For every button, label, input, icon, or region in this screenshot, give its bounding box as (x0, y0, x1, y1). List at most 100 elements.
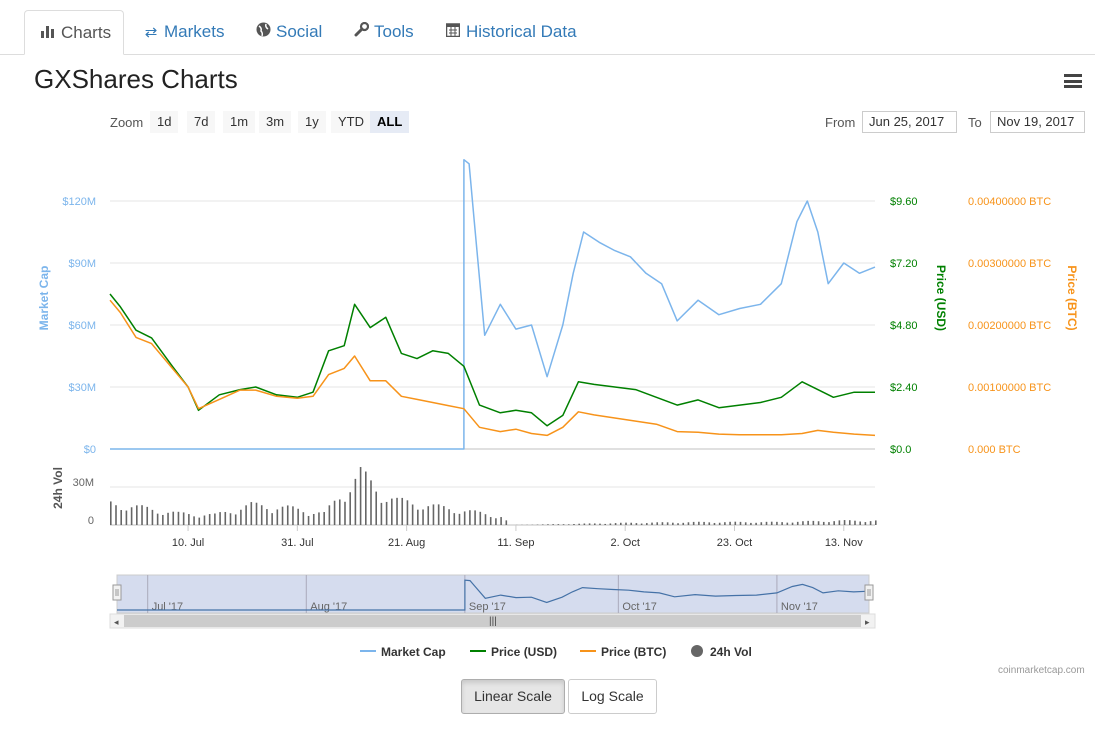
volume-bar (635, 523, 638, 525)
legend-item-label: Price (BTC) (601, 645, 666, 659)
volume-bar (474, 510, 476, 525)
volume-bar (401, 497, 404, 525)
volume-bar (573, 524, 575, 525)
tab-bar: Charts ⇄ Markets Social Tools Historical … (0, 0, 1095, 55)
volume-bar (661, 522, 664, 525)
x-tick-label: 13. Nov (825, 537, 863, 549)
y-axis-title: Price (BTC) (1065, 265, 1079, 330)
y-tick-label: $7.20 (890, 258, 918, 270)
volume-bar (677, 523, 679, 525)
y-axis-title: Price (USD) (934, 265, 948, 331)
volume-bar (552, 524, 554, 525)
volume-bar (162, 514, 164, 525)
x-tick-label: 23. Oct (717, 537, 752, 549)
wrench-icon (352, 11, 370, 55)
volume-bar (656, 522, 659, 525)
zoom-1m-button[interactable]: 1m (223, 111, 256, 133)
range-from-label: From (825, 115, 856, 130)
volume-bar (349, 492, 351, 525)
volume-bar (443, 506, 445, 525)
tab-tools[interactable]: Tools (338, 10, 428, 53)
zoom-1y-button[interactable]: 1y (298, 111, 326, 133)
volume-bar (385, 501, 388, 525)
volume-bar (281, 506, 284, 525)
volume-bar (156, 513, 159, 525)
bar-chart-icon (39, 12, 57, 56)
y-tick-label: $0.0 (890, 444, 911, 456)
volume-bar (547, 524, 549, 525)
volume-bar (812, 520, 815, 525)
hamburger-menu-icon[interactable] (1064, 74, 1082, 88)
zoom-ytd-button[interactable]: YTD (331, 111, 371, 133)
volume-bar (567, 524, 570, 525)
volume-bar (869, 521, 872, 525)
volume-bar (614, 523, 617, 525)
volume-bar (344, 501, 346, 525)
y-tick-label: $120M (62, 196, 96, 208)
legend-item-label: Price (USD) (491, 645, 557, 659)
volume-bar (802, 521, 804, 525)
volume-bar (765, 521, 768, 525)
volume-bar (359, 467, 362, 525)
volume-bar (828, 522, 830, 525)
volume-bar (437, 504, 440, 525)
tab-label: Historical Data (466, 22, 577, 41)
volume-bar (354, 478, 357, 525)
volume-bar (422, 509, 424, 525)
volume-bar (578, 523, 580, 525)
volume-bar (588, 523, 591, 525)
tab-markets[interactable]: ⇄ Markets (128, 10, 238, 53)
linear-scale-button[interactable]: Linear Scale (461, 679, 565, 714)
zoom-7d-button[interactable]: 7d (187, 111, 216, 133)
x-tick-label: 31. Jul (281, 537, 313, 549)
navigator-series (117, 579, 870, 611)
navigator: Jul '17 Aug '17 Sep '17 Oct '17 Nov '17 ◂ ▸ ||| (109, 574, 876, 629)
y-tick-label: $90M (68, 258, 96, 270)
volume-bar (375, 491, 378, 525)
navigator-tick-label: Aug '17 (310, 601, 347, 613)
tab-social[interactable]: Social (240, 10, 336, 53)
log-scale-button[interactable]: Log Scale (568, 679, 657, 714)
volume-bar (110, 501, 112, 525)
credit-link[interactable]: coinmarketcap.com (998, 665, 1085, 676)
volume-bar (214, 513, 216, 525)
volume-bar (172, 511, 175, 525)
volume-bar (115, 505, 117, 525)
volume-bar (557, 524, 560, 525)
volume-bar (593, 523, 596, 525)
navigator-handle (864, 584, 874, 601)
tab-historical-data[interactable]: Historical Data (430, 10, 591, 53)
y-tick-label: 0.00300000 BTC (968, 258, 1051, 270)
volume-bar (750, 522, 752, 525)
volume-bar (807, 520, 809, 525)
volume-bar (833, 521, 835, 525)
volume-bar (276, 509, 279, 525)
volume-bar (229, 513, 232, 525)
volume-bar (791, 522, 794, 525)
zoom-all-button[interactable]: ALL (370, 111, 410, 133)
series-line-price-usd- (109, 293, 875, 427)
navigator-scrollbar-thumb (124, 615, 861, 627)
volume-bar (271, 513, 273, 525)
range-from-input[interactable]: Jun 25, 2017 (862, 111, 957, 133)
volume-bar (328, 505, 331, 525)
range-to-input[interactable]: Nov 19, 2017 (990, 111, 1085, 133)
zoom-1d-button[interactable]: 1d (150, 111, 179, 133)
volume-bar (463, 511, 466, 525)
volume-bar (479, 511, 482, 525)
volume-bar (338, 499, 341, 525)
tab-charts[interactable]: Charts (24, 10, 124, 55)
volume-bar (500, 517, 502, 525)
volume-bar (724, 522, 726, 525)
volume-bar (864, 522, 867, 525)
y-tick-label: $9.60 (890, 196, 918, 208)
zoom-3m-button[interactable]: 3m (259, 111, 292, 133)
volume-bar (687, 522, 690, 525)
page-title: GXShares Charts (34, 64, 238, 94)
chart-grid (110, 200, 875, 531)
legend-swatch (691, 645, 703, 657)
volume-bar (796, 521, 799, 525)
volume-bar (620, 522, 622, 525)
volume-bar (167, 512, 169, 525)
